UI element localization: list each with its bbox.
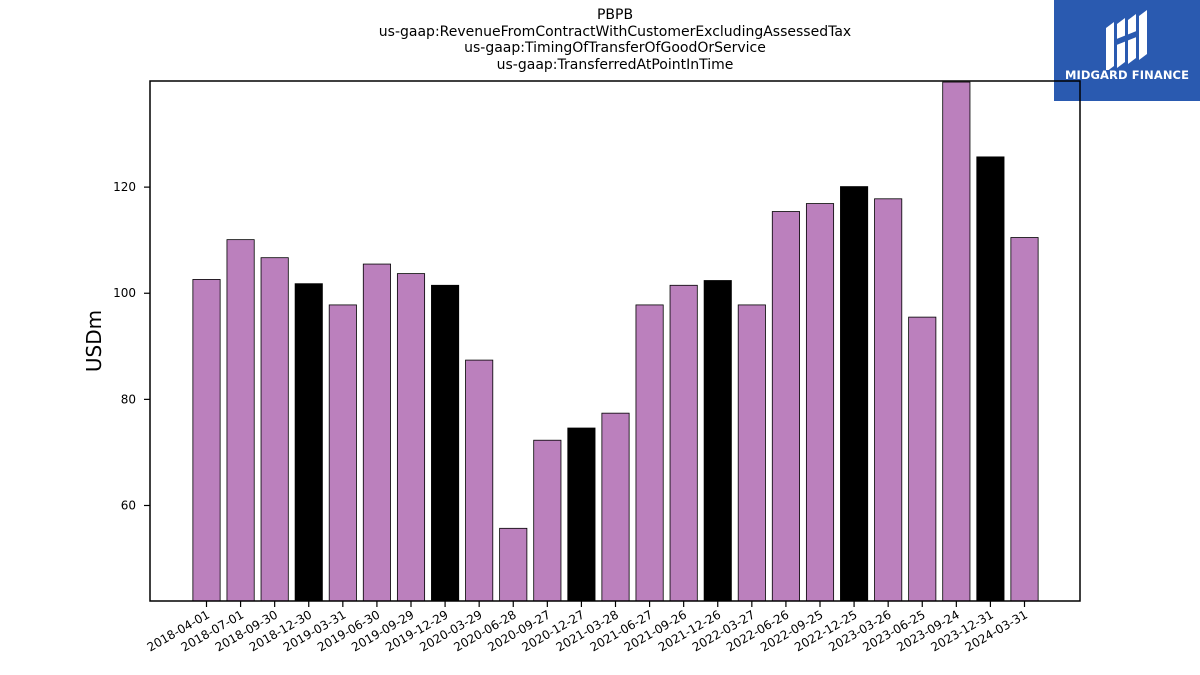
y-tick-label-100: 100 bbox=[113, 286, 136, 300]
bar-2022-09-25 bbox=[805, 203, 835, 602]
chart-title: PBPB us-gaap:RevenueFromContractWithCust… bbox=[150, 7, 1080, 73]
bar-2024-03-31 bbox=[1010, 237, 1039, 602]
logo-text: MIDGARD FINANCE bbox=[1064, 68, 1190, 82]
bar-2023-09-24 bbox=[942, 81, 971, 602]
logo-mark-icon bbox=[1106, 10, 1147, 70]
bar-2018-12-30 bbox=[294, 283, 323, 602]
bar-2019-03-31 bbox=[328, 304, 357, 602]
bar-2018-09-30 bbox=[260, 257, 289, 602]
bar-2018-04-01 bbox=[192, 279, 221, 602]
bar-2020-03-29 bbox=[465, 359, 494, 602]
y-tick-label-120: 120 bbox=[113, 180, 136, 194]
bar-2022-06-26 bbox=[771, 211, 800, 602]
bar-2022-03-27 bbox=[737, 304, 766, 602]
bar-2021-09-26 bbox=[669, 284, 698, 602]
y-tick-label-80: 80 bbox=[121, 392, 136, 406]
bar-2023-06-25 bbox=[908, 316, 937, 602]
bar-2019-06-30 bbox=[362, 263, 391, 602]
bar-2018-07-01 bbox=[226, 239, 255, 602]
bar-2020-06-28 bbox=[499, 527, 528, 602]
bar-2023-12-31 bbox=[976, 156, 1005, 602]
bar-2019-12-29 bbox=[431, 284, 460, 602]
bar-2020-12-27 bbox=[567, 427, 596, 602]
midgard-finance-logo: MIDGARD FINANCE bbox=[1054, 0, 1200, 101]
bar-2021-12-26 bbox=[703, 280, 732, 602]
x-axis: 2018-04-012018-07-012018-09-302018-12-30… bbox=[145, 601, 1030, 654]
y-tick-label-60: 60 bbox=[121, 498, 136, 512]
chart-title-line-4: us-gaap:TransferredAtPointInTime bbox=[496, 56, 734, 73]
chart-title-line-2: us-gaap:RevenueFromContractWithCustomerE… bbox=[378, 23, 852, 40]
y-axis: 60 80 100 120 bbox=[113, 180, 150, 512]
bar-2019-09-29 bbox=[396, 273, 426, 602]
bars-group bbox=[192, 81, 1039, 602]
bar-2022-12-25 bbox=[840, 186, 869, 602]
y-axis-label: USDm bbox=[82, 310, 106, 372]
bar-2021-03-28 bbox=[601, 412, 630, 602]
chart-title-line-3: us-gaap:TimingOfTransferOfGoodOrService bbox=[464, 40, 766, 56]
bar-2023-03-26 bbox=[874, 198, 903, 602]
bar-2021-06-27 bbox=[635, 304, 664, 602]
chart-title-line-1: PBPB bbox=[596, 7, 634, 23]
bar-2020-09-27 bbox=[533, 439, 562, 602]
